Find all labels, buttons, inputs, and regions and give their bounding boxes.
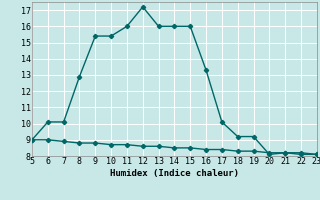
X-axis label: Humidex (Indice chaleur): Humidex (Indice chaleur) (110, 169, 239, 178)
